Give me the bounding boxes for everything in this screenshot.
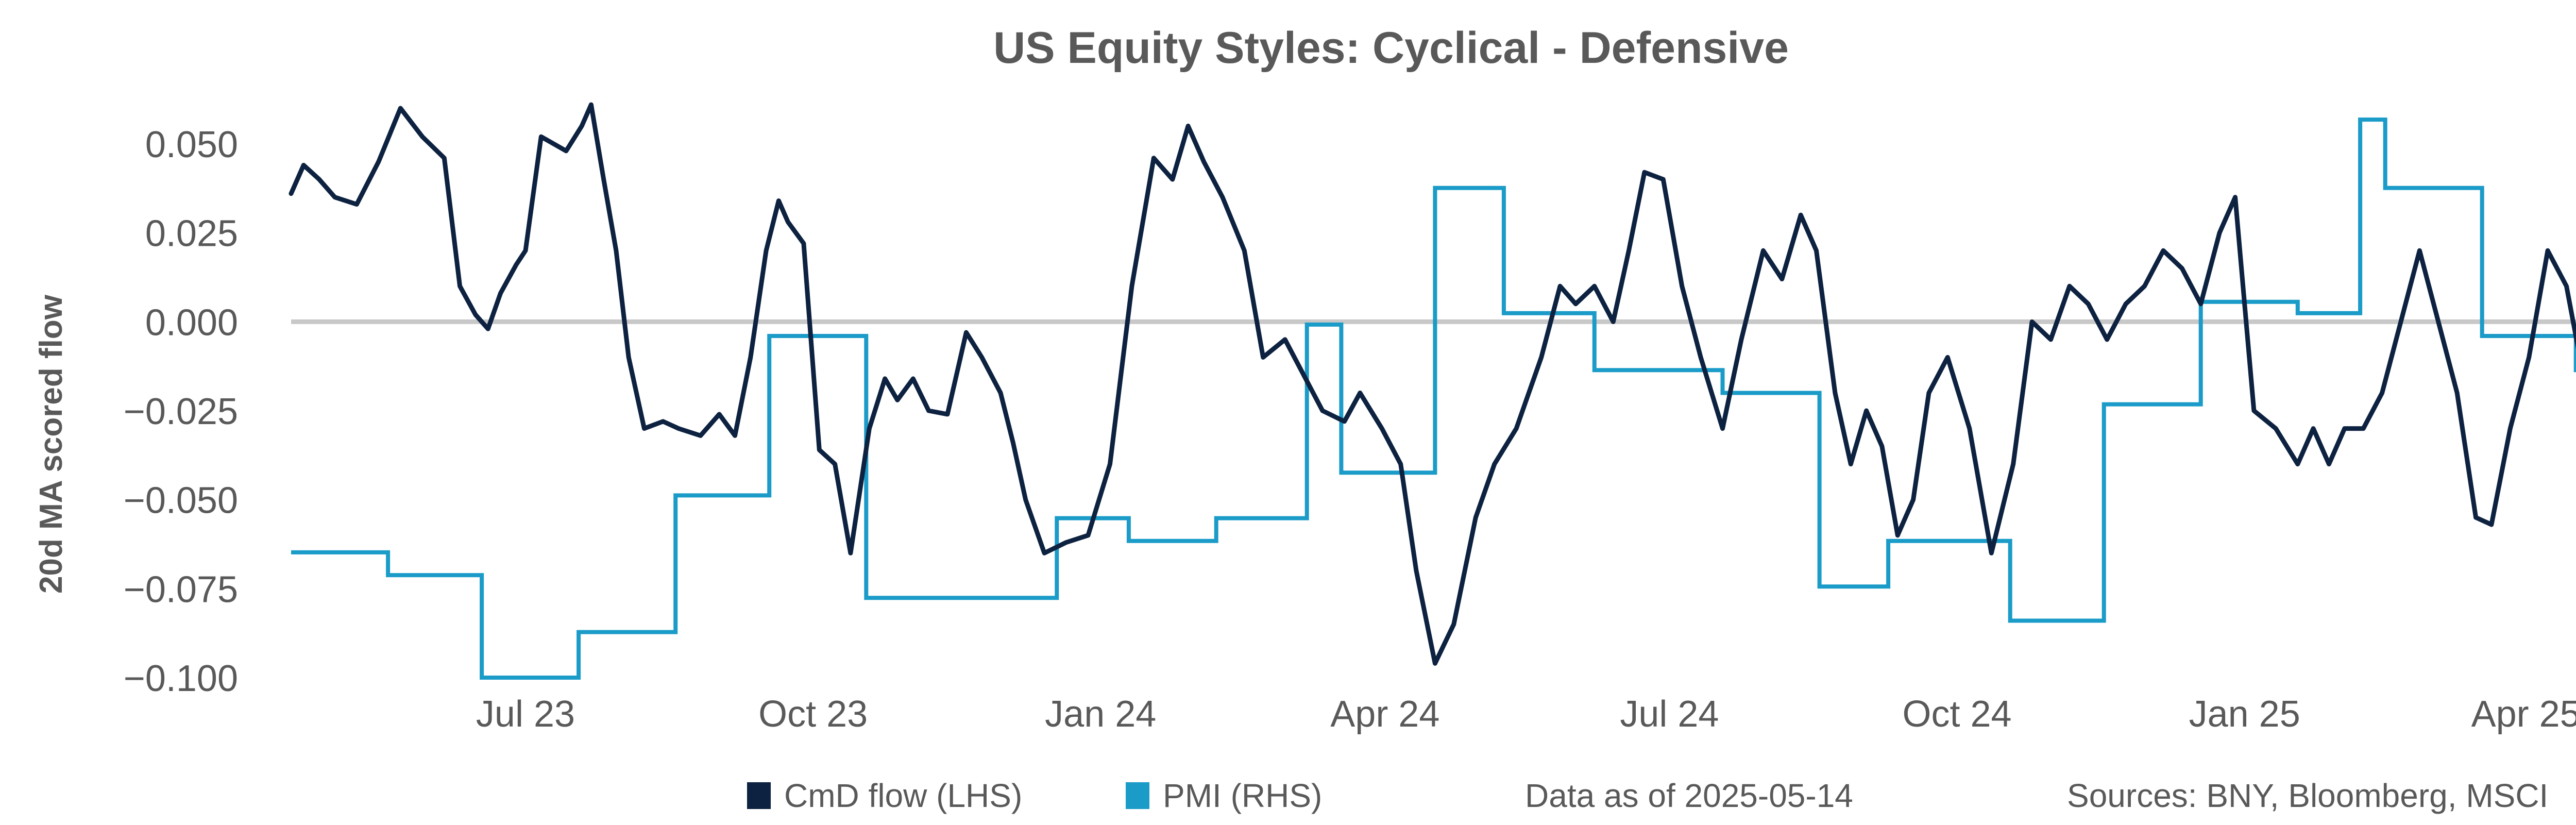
y-tick-label: 0.050: [145, 124, 238, 165]
y-tick-label: −0.025: [124, 391, 238, 432]
x-tick-label: Oct 23: [758, 694, 868, 735]
sources-note: Sources: BNY, Bloomberg, MSCI: [2067, 777, 2548, 814]
y-tick-label: −0.050: [124, 480, 238, 521]
x-tick-label: Jul 23: [476, 694, 575, 735]
data-as-of-note: Data as of 2025-05-14: [1525, 777, 1853, 814]
x-axis-ticks: Jul 23 Oct 23 Jan 24 Apr 24 Jul 24 Oct 24 Jan …: [476, 694, 2576, 735]
legend-label-pmi: PMI (RHS): [1163, 777, 1322, 814]
x-tick-label: Jul 24: [1620, 694, 1719, 735]
x-tick-label: Apr 25: [2471, 694, 2576, 735]
legend: CmD flow (LHS) PMI (RHS) Data as of 2025…: [747, 777, 2548, 814]
legend-swatch-pmi: [1126, 782, 1149, 809]
y-axis-ticks: 0.050 0.025 0.000 −0.025 −0.050 −0.075 −0.100: [124, 124, 238, 699]
x-tick-label: Jan 25: [2189, 694, 2300, 735]
y-tick-label: 0.000: [145, 302, 238, 343]
y-tick-label: −0.100: [124, 658, 238, 699]
x-tick-label: Jan 24: [1045, 694, 1156, 735]
chart-title: US Equity Styles: Cyclical - Defensive: [993, 23, 1789, 73]
legend-label-cmd: CmD flow (LHS): [784, 777, 1022, 814]
legend-swatch-cmd: [747, 782, 771, 809]
x-tick-label: Apr 24: [1330, 694, 1439, 735]
y-tick-label: −0.075: [124, 569, 238, 610]
series-line-pmi: [291, 117, 2576, 680]
y-axis-label: 20d MA scored flow: [33, 294, 69, 594]
x-tick-label: Oct 24: [1902, 694, 2011, 735]
series-line-cmd-flow: [289, 102, 2576, 666]
y-tick-label: 0.025: [145, 213, 238, 255]
